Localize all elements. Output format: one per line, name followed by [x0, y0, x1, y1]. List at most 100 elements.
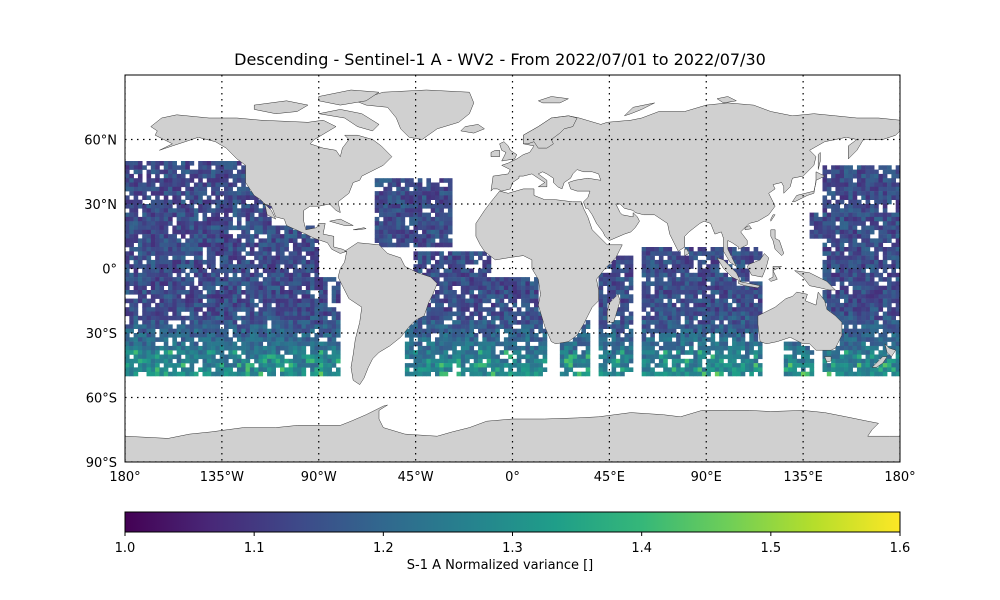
data-cell	[460, 255, 466, 261]
data-cell	[374, 182, 380, 188]
data-cell	[465, 251, 470, 256]
data-cell	[228, 345, 233, 351]
data-cell	[176, 238, 182, 243]
data-cell	[176, 229, 182, 235]
data-cell	[142, 328, 147, 334]
data-cell	[159, 204, 165, 209]
data-cell	[262, 268, 268, 274]
data-cell	[792, 345, 797, 351]
data-cell	[512, 337, 518, 342]
data-cell	[241, 259, 246, 265]
data-cell	[193, 238, 199, 243]
data-cell	[469, 290, 475, 295]
data-cell	[525, 307, 531, 312]
data-cell	[224, 307, 229, 312]
data-cell	[650, 247, 655, 252]
data-cell	[125, 238, 130, 243]
data-cell	[176, 186, 182, 192]
data-cell	[142, 165, 147, 170]
data-cell	[516, 320, 522, 325]
data-cell	[142, 251, 147, 256]
data-cell	[232, 333, 238, 338]
data-cell	[693, 311, 698, 317]
data-cell	[852, 333, 858, 338]
data-cell	[435, 268, 440, 274]
data-cell	[396, 178, 401, 183]
data-cell	[168, 281, 173, 286]
data-cell	[133, 333, 139, 338]
data-cell	[822, 277, 828, 282]
data-cell	[447, 251, 453, 256]
data-cell	[202, 204, 208, 209]
data-cell	[219, 165, 225, 170]
data-cell	[611, 277, 617, 282]
data-cell	[180, 259, 186, 265]
data-cell	[146, 298, 152, 304]
data-cell	[839, 302, 845, 308]
data-cell	[671, 345, 677, 351]
data-cell	[865, 173, 871, 179]
data-cell	[839, 238, 845, 243]
data-cell	[435, 229, 440, 235]
data-cell	[598, 307, 604, 312]
data-cell	[215, 221, 221, 226]
data-cell	[482, 333, 487, 338]
data-cell	[202, 165, 208, 170]
data-cell	[379, 195, 384, 200]
data-cell	[224, 178, 229, 183]
data-cell	[262, 358, 268, 364]
data-cell	[180, 302, 186, 308]
data-cell	[133, 238, 139, 243]
data-cell	[228, 302, 233, 308]
data-cell	[211, 199, 216, 205]
data-cell	[460, 333, 466, 338]
data-cell	[852, 251, 858, 256]
data-cell	[529, 367, 535, 372]
data-cell	[224, 173, 229, 179]
data-cell	[396, 238, 401, 243]
data-cell	[189, 320, 195, 325]
data-cell	[598, 328, 604, 334]
data-cell	[654, 350, 660, 355]
data-cell	[878, 290, 884, 295]
data-cell	[193, 272, 199, 278]
data-cell	[852, 307, 858, 312]
data-cell	[155, 337, 160, 342]
data-cell	[323, 354, 328, 360]
data-cell	[280, 341, 285, 347]
data-cell	[198, 204, 203, 209]
data-cell	[865, 191, 871, 196]
data-cell	[865, 255, 871, 261]
data-cell	[628, 281, 634, 286]
data-cell	[878, 186, 884, 192]
data-cell	[869, 191, 875, 196]
data-cell	[193, 268, 199, 274]
data-cell	[577, 363, 582, 368]
data-cell	[258, 247, 264, 252]
data-cell	[155, 221, 160, 226]
data-cell	[159, 345, 165, 351]
data-cell	[706, 251, 711, 256]
data-cell	[447, 259, 453, 265]
data-cell	[865, 328, 871, 334]
data-cell	[878, 363, 884, 368]
data-cell	[137, 363, 143, 368]
data-cell	[211, 363, 216, 368]
data-cell	[706, 268, 711, 274]
data-cell	[430, 242, 436, 248]
data-cell	[284, 341, 289, 347]
data-cell	[482, 324, 487, 329]
data-cell	[564, 354, 569, 360]
data-cell	[396, 182, 401, 188]
data-cell	[887, 165, 892, 170]
data-cell	[671, 324, 677, 329]
data-cell	[865, 264, 871, 269]
data-cell	[452, 324, 457, 329]
data-cell	[529, 298, 535, 304]
data-cell	[490, 354, 496, 360]
data-cell	[658, 371, 664, 377]
data-cell	[676, 251, 681, 256]
data-cell	[534, 367, 539, 372]
data-cell	[249, 225, 255, 231]
data-cell	[723, 315, 729, 321]
